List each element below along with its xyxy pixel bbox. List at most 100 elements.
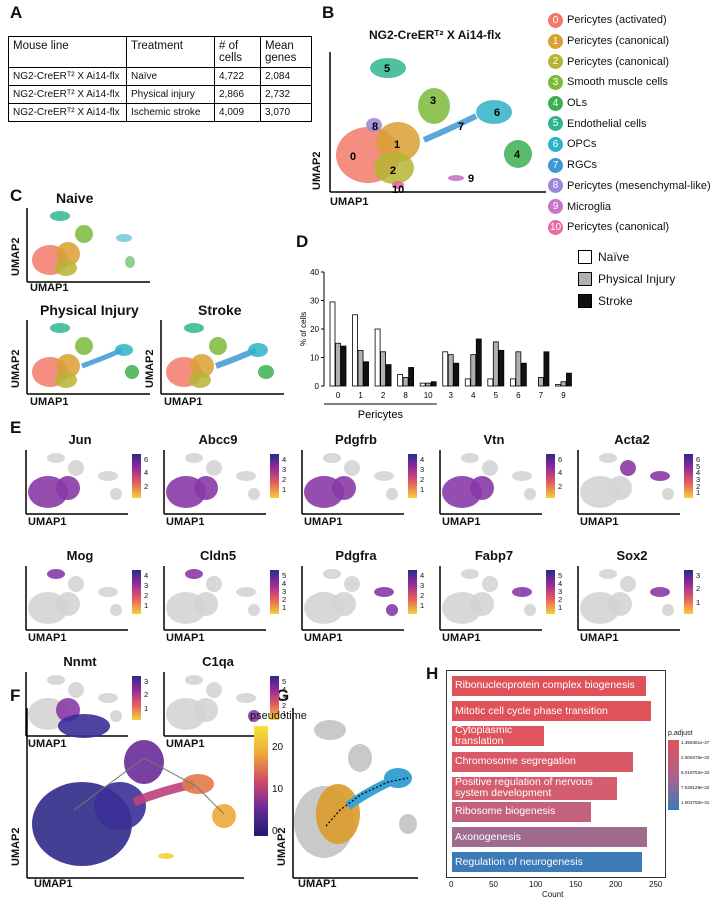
- feature-cluster: [650, 587, 670, 597]
- go-legend-tick: 7.528129e-32: [681, 785, 710, 790]
- go-term-label: Axonogenesis: [455, 830, 521, 843]
- feature-plot: [25, 450, 128, 515]
- feature-cluster: [608, 592, 632, 616]
- feature-cluster: [248, 488, 260, 500]
- pseudotime-umap: [26, 708, 244, 879]
- go-term-label: Ribosome biogenesis: [455, 805, 556, 818]
- feature-cluster: [650, 471, 670, 481]
- colorbar-tick: 2: [144, 690, 149, 700]
- feature-plot: [163, 566, 266, 631]
- colorbar-tick: 4: [558, 468, 563, 478]
- expression-colorbar: [408, 570, 417, 614]
- umap-xlabel: UMAP1: [34, 878, 73, 890]
- umap-cluster: [56, 242, 80, 266]
- expression-colorbar: [270, 676, 279, 720]
- go-legend-tick: 1.003750e-31: [681, 800, 710, 805]
- feature-cluster: [206, 460, 222, 476]
- legend-item: 5 Endothelial cells: [548, 113, 711, 134]
- feature-cluster: [236, 471, 256, 481]
- cluster-10: [392, 181, 404, 189]
- feature-cluster: [56, 592, 80, 616]
- bar: [453, 362, 460, 387]
- umap-title-stroke: Stroke: [198, 302, 242, 318]
- go-x-tick: 100: [529, 880, 543, 889]
- legend-item: 7 RGCs: [548, 155, 711, 176]
- table-row: NG2-CreERᵀ² X Ai14-flx Naïve 4,722 2,084: [8, 67, 312, 86]
- feature-cluster: [110, 488, 122, 500]
- table-row: NG2-CreERᵀ² X Ai14-flx Ischemic stroke 4…: [8, 103, 312, 122]
- feature-cluster: [110, 710, 122, 722]
- feature-cluster: [194, 698, 218, 722]
- colorbar-tick: 2: [420, 475, 425, 484]
- table-cell: Physical injury: [126, 85, 215, 104]
- trajectory-start-cells: [316, 784, 360, 844]
- colorbar-tick: 1: [144, 703, 149, 713]
- expression-colorbar: [408, 454, 417, 498]
- umap-ylabel: UMAP2: [311, 151, 323, 190]
- legend-label: RGCs: [567, 159, 597, 172]
- feature-cluster: [524, 604, 536, 616]
- umap-cluster: [56, 354, 80, 378]
- cluster-label: 7: [458, 121, 464, 133]
- colorbar-tick: 2: [282, 701, 287, 710]
- feature-cluster: [608, 476, 632, 500]
- bar: [555, 384, 561, 387]
- x-tick-label: 3: [449, 391, 454, 400]
- cluster-label: 3: [430, 95, 436, 107]
- x-tick-label: 5: [494, 391, 499, 400]
- feature-cluster: [248, 604, 260, 616]
- umap-xlabel: UMAP1: [28, 738, 67, 750]
- colorbar-tick: 3: [696, 475, 701, 484]
- trajectory-line: [73, 757, 225, 815]
- panel-letter-e: E: [10, 418, 22, 437]
- feature-cluster: [323, 569, 341, 579]
- umap-stroke: [160, 320, 284, 395]
- legend-swatch: 7: [548, 157, 563, 173]
- legend-label: Microglia: [567, 200, 612, 213]
- cluster-2: [374, 152, 414, 184]
- expression-colorbar: [132, 454, 141, 498]
- expression-colorbar: [546, 570, 555, 614]
- expression-colorbar: [546, 454, 555, 498]
- table-cell: Naïve: [126, 67, 215, 86]
- legend-swatch: 6: [548, 136, 563, 152]
- pseudotime-cluster: [158, 853, 174, 859]
- colorbar-tick: 4: [420, 455, 425, 464]
- legend-swatch: 5: [548, 116, 563, 132]
- bar: [498, 349, 505, 387]
- table-header-cell: # of cells: [214, 36, 261, 68]
- bar: [385, 364, 392, 387]
- feature-cluster: [374, 471, 394, 481]
- bar: [492, 341, 499, 387]
- x-tick-label: 2: [381, 391, 386, 400]
- umap-xlabel: UMAP1: [580, 632, 619, 644]
- colorbar-tick: 3: [420, 465, 425, 474]
- umap-cluster: [189, 372, 211, 388]
- table-header-cell: Mouse line: [8, 36, 127, 68]
- feature-cluster: [599, 453, 617, 463]
- colorbar-tick: 3: [144, 581, 149, 590]
- x-tick-label: 4: [471, 391, 476, 400]
- legend-label: Endothelial cells: [567, 117, 647, 130]
- umap-xlabel: UMAP1: [166, 632, 205, 644]
- feature-cluster: [68, 460, 84, 476]
- feature-cluster: [206, 576, 222, 592]
- bar: [335, 342, 341, 387]
- colorbar-tick: 1: [420, 601, 425, 610]
- feature-plot: [301, 450, 404, 515]
- table-cell: Ischemic stroke: [126, 103, 215, 122]
- go-legend-colorbar: [668, 740, 679, 810]
- cluster-label: 8: [372, 121, 378, 133]
- y-tick-label: 30: [310, 297, 319, 306]
- legend-item: 6 OPCs: [548, 134, 711, 155]
- y-tick-label: 20: [310, 325, 319, 334]
- bar: [464, 378, 471, 387]
- x-tick-label: 8: [403, 391, 408, 400]
- legend-swatch: 2: [548, 54, 563, 70]
- colorbar-tick: 5: [558, 571, 563, 580]
- go-term-bar: Cytoplasmic translation: [452, 725, 544, 747]
- feature-cluster: [386, 604, 398, 616]
- bar: [543, 351, 550, 387]
- bar: [560, 381, 567, 387]
- colorbar-tick: 2: [696, 481, 701, 491]
